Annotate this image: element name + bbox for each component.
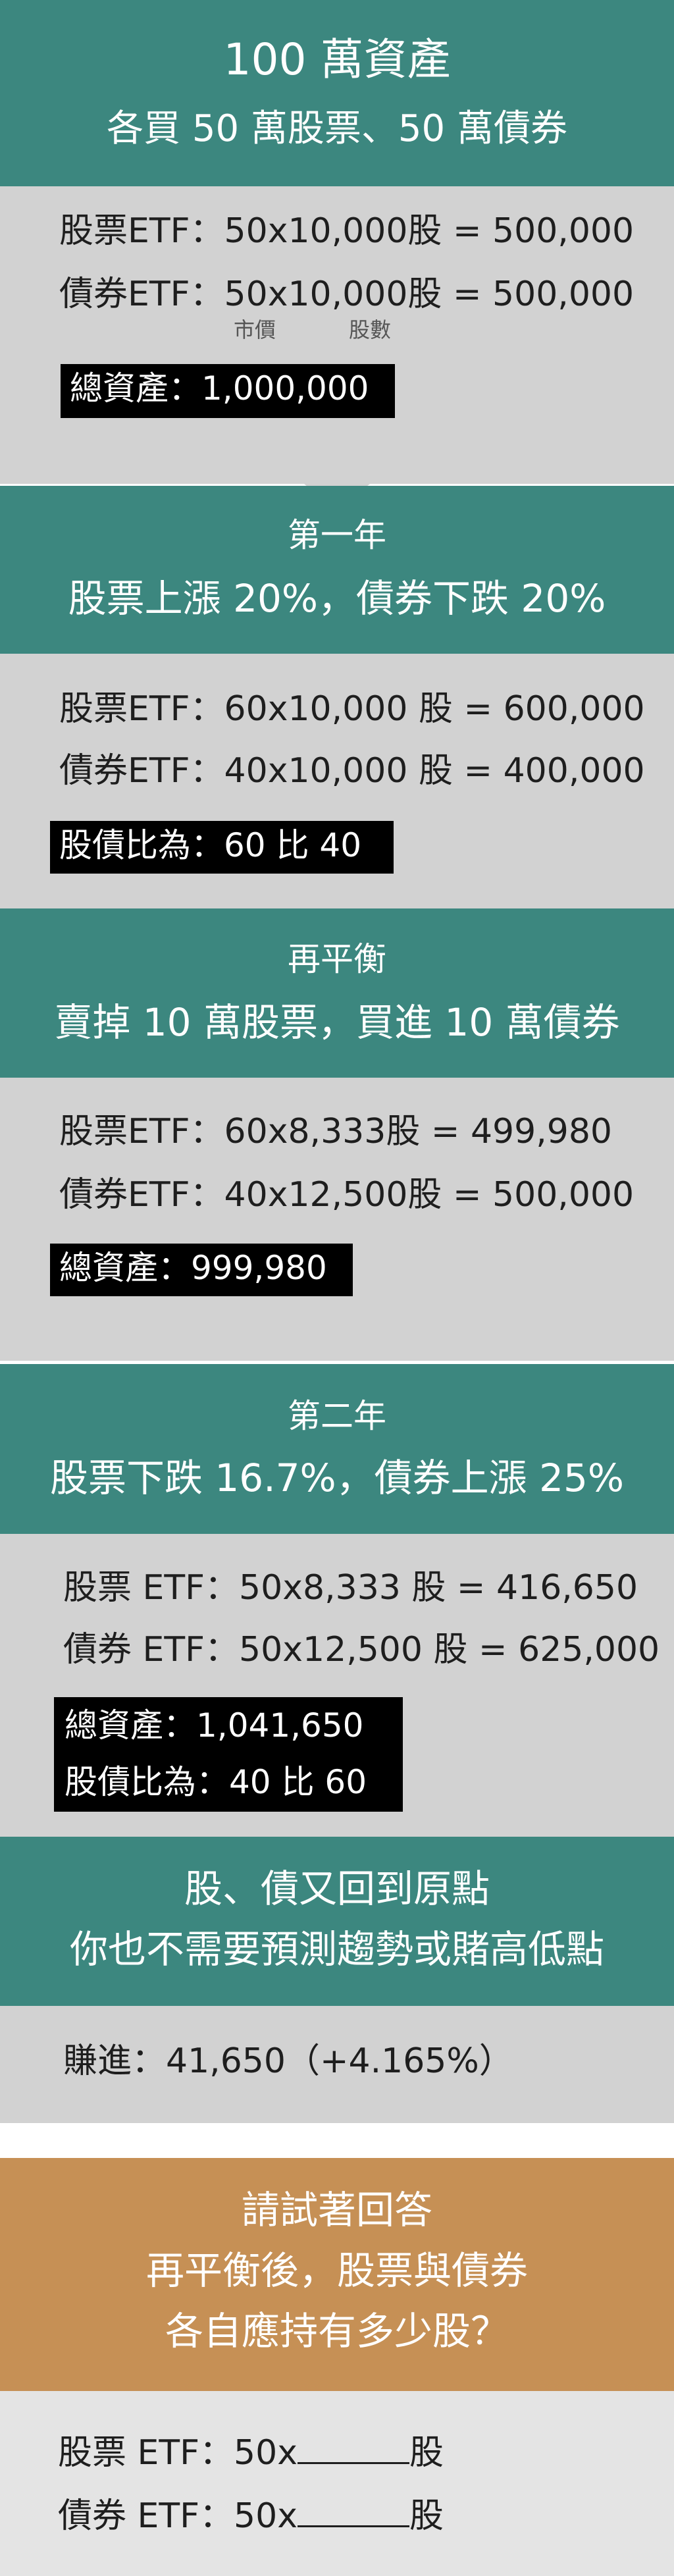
year1-ratio-tag: 股債比為：60 比 40	[50, 821, 394, 874]
quiz-line1: 請試著回答	[241, 2188, 432, 2232]
rebalance-stock-line: 股票ETF：60x8,333股 = 499,980	[59, 1112, 612, 1151]
quiz-bond-prefix: 債券 ETF：50x	[58, 2496, 298, 2536]
rebalance-header: 再平衡 賣掉 10 萬股票，買進 10 萬債券	[0, 908, 674, 1078]
year1-body: 股票ETF：60x10,000 股 = 600,000 債券ETF：40x10,…	[0, 654, 674, 908]
quiz-bond-blank[interactable]	[298, 2500, 410, 2527]
intro-header: 100 萬資產 各買 50 萬股票、50 萬債券	[0, 0, 674, 186]
down-arrow-2	[304, 1332, 370, 1358]
rebalance-total-tag: 總資產：999,980	[50, 1244, 353, 1296]
year1-heading: 第一年	[288, 516, 386, 554]
price-label: 市價	[234, 317, 276, 342]
rebalance-body: 股票ETF：60x8,333股 = 499,980 債券ETF：40x12,50…	[0, 1078, 674, 1361]
year2-body: 股票 ETF：50x8,333 股 = 416,650 債券 ETF：50x12…	[0, 1534, 674, 1837]
quiz-body: 股票 ETF：50x 股 債券 ETF：50x 股	[0, 2391, 674, 2576]
quiz-bond-line: 債券 ETF：50x 股	[58, 2499, 444, 2533]
year1-bond-line: 債券ETF：40x10,000 股 = 400,000	[59, 751, 645, 791]
quiz-line2: 再平衡後，股票與債券	[145, 2248, 528, 2293]
rebalance-heading: 再平衡	[288, 940, 386, 978]
intro-bond-line: 債券ETF：50x10,000股 = 500,000	[59, 275, 635, 314]
quiz-header: 請試著回答 再平衡後，股票與債券 各自應持有多少股？	[0, 2158, 674, 2391]
year2-subtitle: 股票下跌 16.7%，債券上漲 25%	[49, 1456, 625, 1500]
conclusion-header: 股、債又回到原點 你也不需要預測趨勢或賭高低點	[0, 1837, 674, 2006]
rebalance-subtitle: 賣掉 10 萬股票，買進 10 萬債券	[54, 1000, 620, 1045]
quiz-bond-unit: 股	[409, 2496, 444, 2536]
quiz-line3: 各自應持有多少股？	[165, 2309, 509, 2353]
year2-bond-line: 債券 ETF：50x12,500 股 = 625,000	[63, 1630, 660, 1669]
intro-stock-line: 股票ETF：50x10,000股 = 500,000	[59, 211, 635, 251]
conclusion-line1: 股、債又回到原點	[184, 1866, 490, 1911]
quiz-stock-unit: 股	[409, 2433, 444, 2473]
intro-title: 100 萬資產	[223, 34, 451, 85]
gain-line: 賺進：41,650（+4.165%）	[63, 2041, 513, 2081]
conclusion-line2: 你也不需要預測趨勢或賭高低點	[69, 1927, 604, 1972]
year2-header: 第二年 股票下跌 16.7%，債券上漲 25%	[0, 1364, 674, 1534]
intro-body: 股票ETF：50x10,000股 = 500,000 債券ETF：50x10,0…	[0, 186, 674, 484]
intro-total-tag: 總資產：1,000,000	[61, 364, 395, 418]
intro-subtitle: 各買 50 萬股票、50 萬債券	[107, 107, 567, 150]
year1-subtitle: 股票上漲 20%，債券下跌 20%	[68, 576, 606, 621]
year2-summary-tag: 總資產：1,041,650 股債比為：40 比 60	[54, 1697, 403, 1812]
year2-ratio: 股債比為：40 比 60	[65, 1763, 367, 1801]
rebalance-bond-line: 債券ETF：40x12,500股 = 500,000	[59, 1175, 635, 1215]
quiz-stock-line: 股票 ETF：50x 股	[58, 2436, 444, 2470]
year2-total: 總資產：1,041,650	[65, 1706, 364, 1745]
year1-header: 第一年 股票上漲 20%，債券下跌 20%	[0, 486, 674, 654]
year1-stock-line: 股票ETF：60x10,000 股 = 600,000	[59, 689, 645, 729]
conclusion-body: 賺進：41,650（+4.165%）	[0, 2006, 674, 2123]
year2-heading: 第二年	[288, 1397, 386, 1435]
quiz-stock-blank[interactable]	[298, 2436, 410, 2464]
year2-stock-line: 股票 ETF：50x8,333 股 = 416,650	[63, 1568, 638, 1608]
quiz-stock-prefix: 股票 ETF：50x	[58, 2433, 298, 2473]
shares-label: 股數	[349, 317, 392, 342]
